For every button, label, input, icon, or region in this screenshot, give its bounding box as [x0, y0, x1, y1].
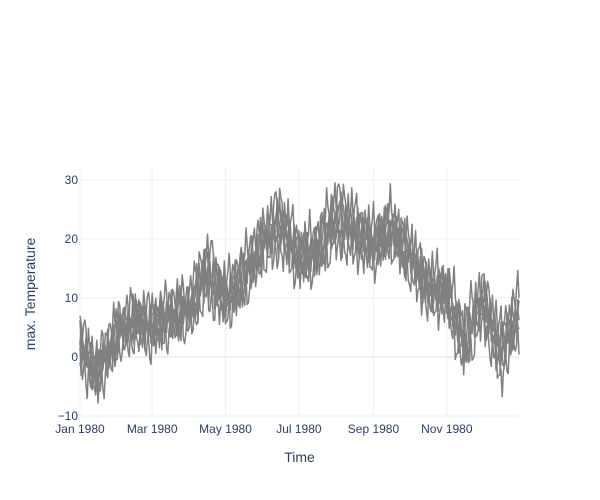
x-axis-title: Time: [284, 449, 315, 465]
series-lines: [79, 182, 520, 404]
series-line: [79, 191, 520, 396]
x-tick-label: Jan 1980: [55, 422, 105, 436]
grid-lines: [79, 168, 519, 417]
x-tick-label: Sep 1980: [348, 422, 400, 436]
x-tick-label: Mar 1980: [127, 422, 178, 436]
x-tick-label: Jul 1980: [276, 422, 322, 436]
x-tick-label: Nov 1980: [421, 422, 473, 436]
series-line: [79, 193, 520, 396]
y-tick-label: 20: [65, 232, 79, 246]
y-axis-title: max. Temperature: [22, 238, 38, 351]
y-tick-label: 30: [65, 173, 79, 187]
x-axis-ticks: Jan 1980 Mar 1980 May 1980 Jul 1980 Sep 1980…: [55, 422, 473, 436]
x-tick-label: May 1980: [199, 422, 252, 436]
y-axis-ticks: −10 0 10 20 30: [58, 173, 79, 423]
y-tick-label: 10: [65, 291, 79, 305]
series-line: [79, 208, 520, 404]
y-tick-label: 0: [71, 350, 78, 364]
y-tick-label: −10: [58, 409, 79, 423]
